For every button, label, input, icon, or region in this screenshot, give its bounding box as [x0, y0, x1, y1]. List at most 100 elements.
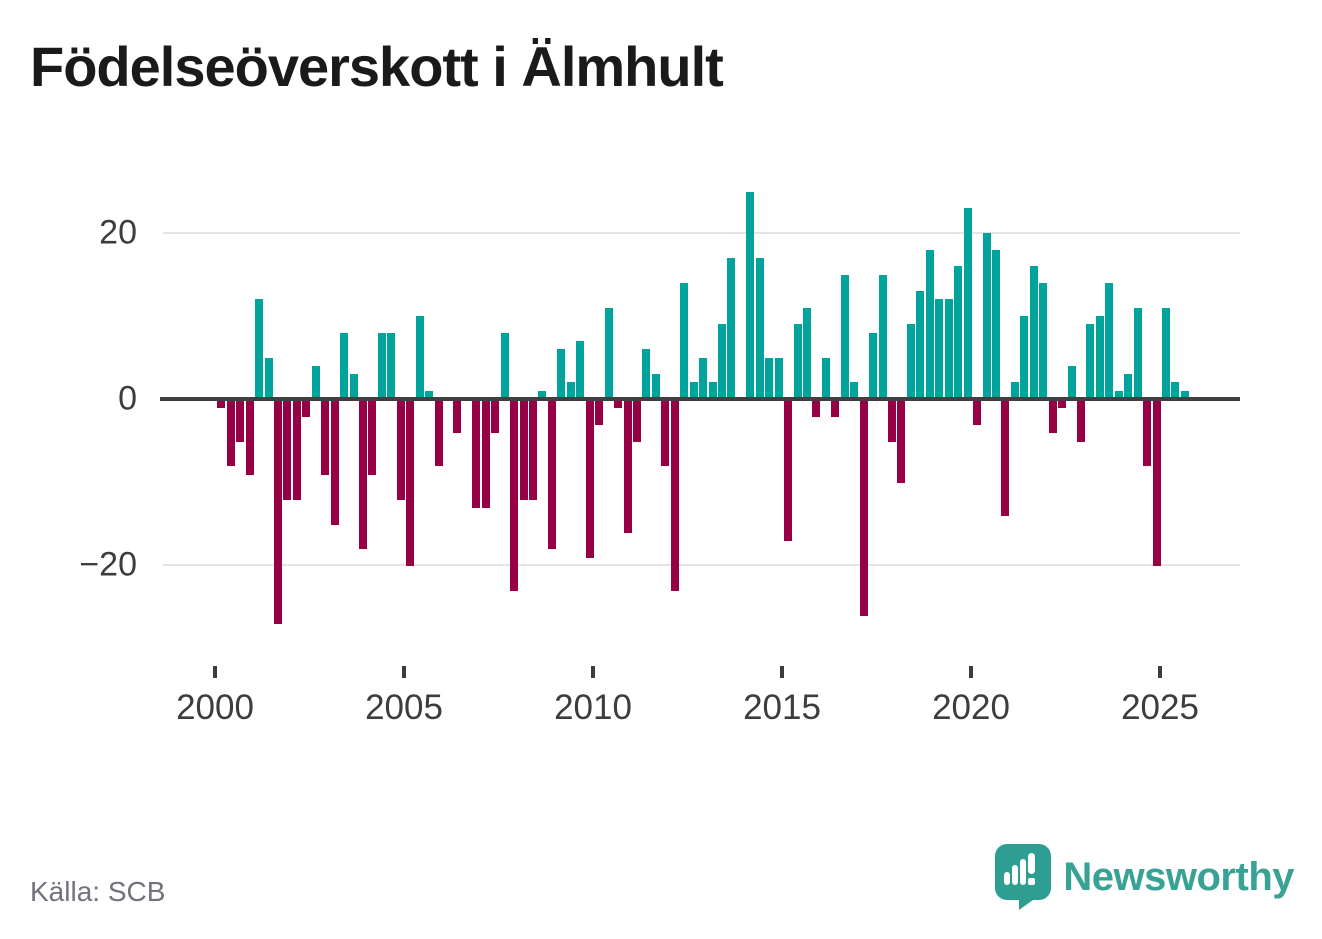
bar-2014Q4 — [774, 357, 783, 399]
bar-2004Q2 — [377, 332, 386, 399]
bar-2018Q1 — [897, 400, 906, 483]
bar-2014Q3 — [765, 357, 774, 399]
zero-axis-line — [160, 397, 1240, 401]
bar-2015Q2 — [793, 324, 802, 399]
bar-2011Q1 — [632, 400, 641, 442]
bar-2024Q3 — [1143, 400, 1152, 467]
bar-2015Q4 — [812, 400, 821, 417]
bar-2003Q4 — [359, 400, 367, 550]
bar-2007Q2 — [491, 400, 500, 434]
bar-2003Q1 — [330, 400, 339, 525]
x-tick-2005 — [402, 666, 406, 678]
bar-2002Q4 — [321, 400, 330, 475]
bar-2013Q2 — [717, 324, 726, 399]
bar-2025Q2 — [1171, 382, 1180, 399]
bar-2001Q3 — [273, 400, 282, 625]
bar-2024Q2 — [1133, 307, 1142, 399]
gridline-20 — [163, 232, 1240, 234]
bar-2023Q2 — [1095, 316, 1104, 399]
bar-2015Q3 — [803, 307, 811, 399]
bar-2000Q3 — [236, 400, 245, 442]
bar-2015Q1 — [784, 400, 793, 542]
x-axis-label-2015: 2015 — [743, 688, 821, 727]
bar-2005Q2 — [415, 316, 424, 399]
x-axis-label-2005: 2005 — [365, 688, 443, 727]
source-text: Källa: SCB — [30, 876, 166, 907]
bar-2008Q4 — [547, 400, 556, 550]
bar-2023Q1 — [1086, 324, 1095, 399]
x-axis-label-2025: 2025 — [1121, 688, 1199, 727]
bar-2010Q3 — [614, 400, 623, 409]
bar-2003Q2 — [340, 332, 349, 399]
bar-2012Q4 — [699, 357, 708, 399]
bar-2022Q2 — [1058, 400, 1067, 409]
bar-2025Q3 — [1180, 390, 1189, 399]
bar-2003Q3 — [349, 374, 358, 399]
bar-2020Q1 — [973, 400, 982, 425]
bar-2017Q1 — [859, 400, 868, 616]
bar-2012Q1 — [670, 400, 679, 591]
bar-2007Q1 — [481, 400, 490, 508]
bar-2019Q1 — [935, 299, 944, 399]
x-axis-label-2010: 2010 — [554, 688, 632, 727]
bar-2001Q4 — [283, 400, 292, 500]
bar-2007Q4 — [510, 400, 519, 591]
x-tick-2000 — [213, 666, 217, 678]
bar-2009Q2 — [566, 382, 575, 399]
bar-2017Q2 — [869, 332, 878, 399]
bar-2010Q4 — [623, 400, 632, 533]
y-axis-label-minus-20: −20 — [79, 545, 137, 584]
bar-2022Q3 — [1067, 365, 1076, 399]
bar-2010Q1 — [595, 400, 604, 425]
bar-2001Q1 — [255, 299, 264, 399]
bar-2021Q4 — [1039, 282, 1048, 399]
bar-2016Q1 — [821, 357, 830, 399]
bar-2024Q1 — [1124, 374, 1133, 399]
bar-2023Q4 — [1114, 390, 1123, 399]
bar-2022Q1 — [1048, 400, 1057, 434]
bar-2022Q4 — [1076, 400, 1085, 442]
bar-2024Q4 — [1152, 400, 1161, 566]
bar-2018Q2 — [906, 324, 915, 399]
y-axis-label-0: 0 — [118, 379, 137, 418]
x-tick-2015 — [780, 666, 784, 678]
bar-2012Q2 — [680, 282, 689, 399]
x-tick-2010 — [591, 666, 595, 678]
bar-2012Q3 — [689, 382, 698, 399]
bar-2019Q2 — [944, 299, 953, 399]
bar-2002Q3 — [311, 365, 320, 399]
bar-2019Q4 — [963, 208, 972, 399]
bar-2021Q3 — [1029, 266, 1038, 399]
bar-2009Q1 — [557, 349, 566, 399]
bar-2020Q4 — [1001, 400, 1010, 517]
bar-2000Q1 — [217, 400, 226, 409]
bar-2014Q2 — [755, 257, 764, 399]
bar-2013Q1 — [708, 382, 717, 399]
bar-2004Q3 — [387, 332, 396, 399]
bar-2021Q1 — [1010, 382, 1019, 399]
bar-2021Q2 — [1020, 316, 1029, 399]
bar-2018Q3 — [916, 291, 925, 399]
bar-2016Q2 — [831, 400, 840, 417]
bar-2014Q1 — [746, 191, 755, 399]
bar-2007Q3 — [500, 332, 509, 399]
bar-2020Q3 — [991, 249, 1000, 399]
bar-2000Q4 — [245, 400, 254, 475]
brand-footer: Newsworthy — [995, 844, 1294, 910]
bar-2000Q2 — [226, 400, 235, 467]
newsworthy-logo-icon — [995, 844, 1052, 910]
bar-2008Q1 — [519, 400, 528, 500]
bar-2005Q1 — [406, 400, 415, 566]
chart-title: Födelseöverskott i Älmhult — [30, 35, 724, 98]
bar-2004Q1 — [368, 400, 377, 475]
bar-2002Q2 — [302, 400, 311, 417]
bar-2002Q1 — [292, 400, 301, 500]
newsworthy-logo-text: Newsworthy — [1063, 854, 1294, 899]
bar-2006Q2 — [453, 400, 462, 434]
y-axis-label-20: 20 — [99, 213, 137, 252]
bar-2010Q2 — [604, 307, 613, 399]
bar-2018Q4 — [925, 249, 934, 399]
bar-2013Q3 — [727, 257, 736, 399]
